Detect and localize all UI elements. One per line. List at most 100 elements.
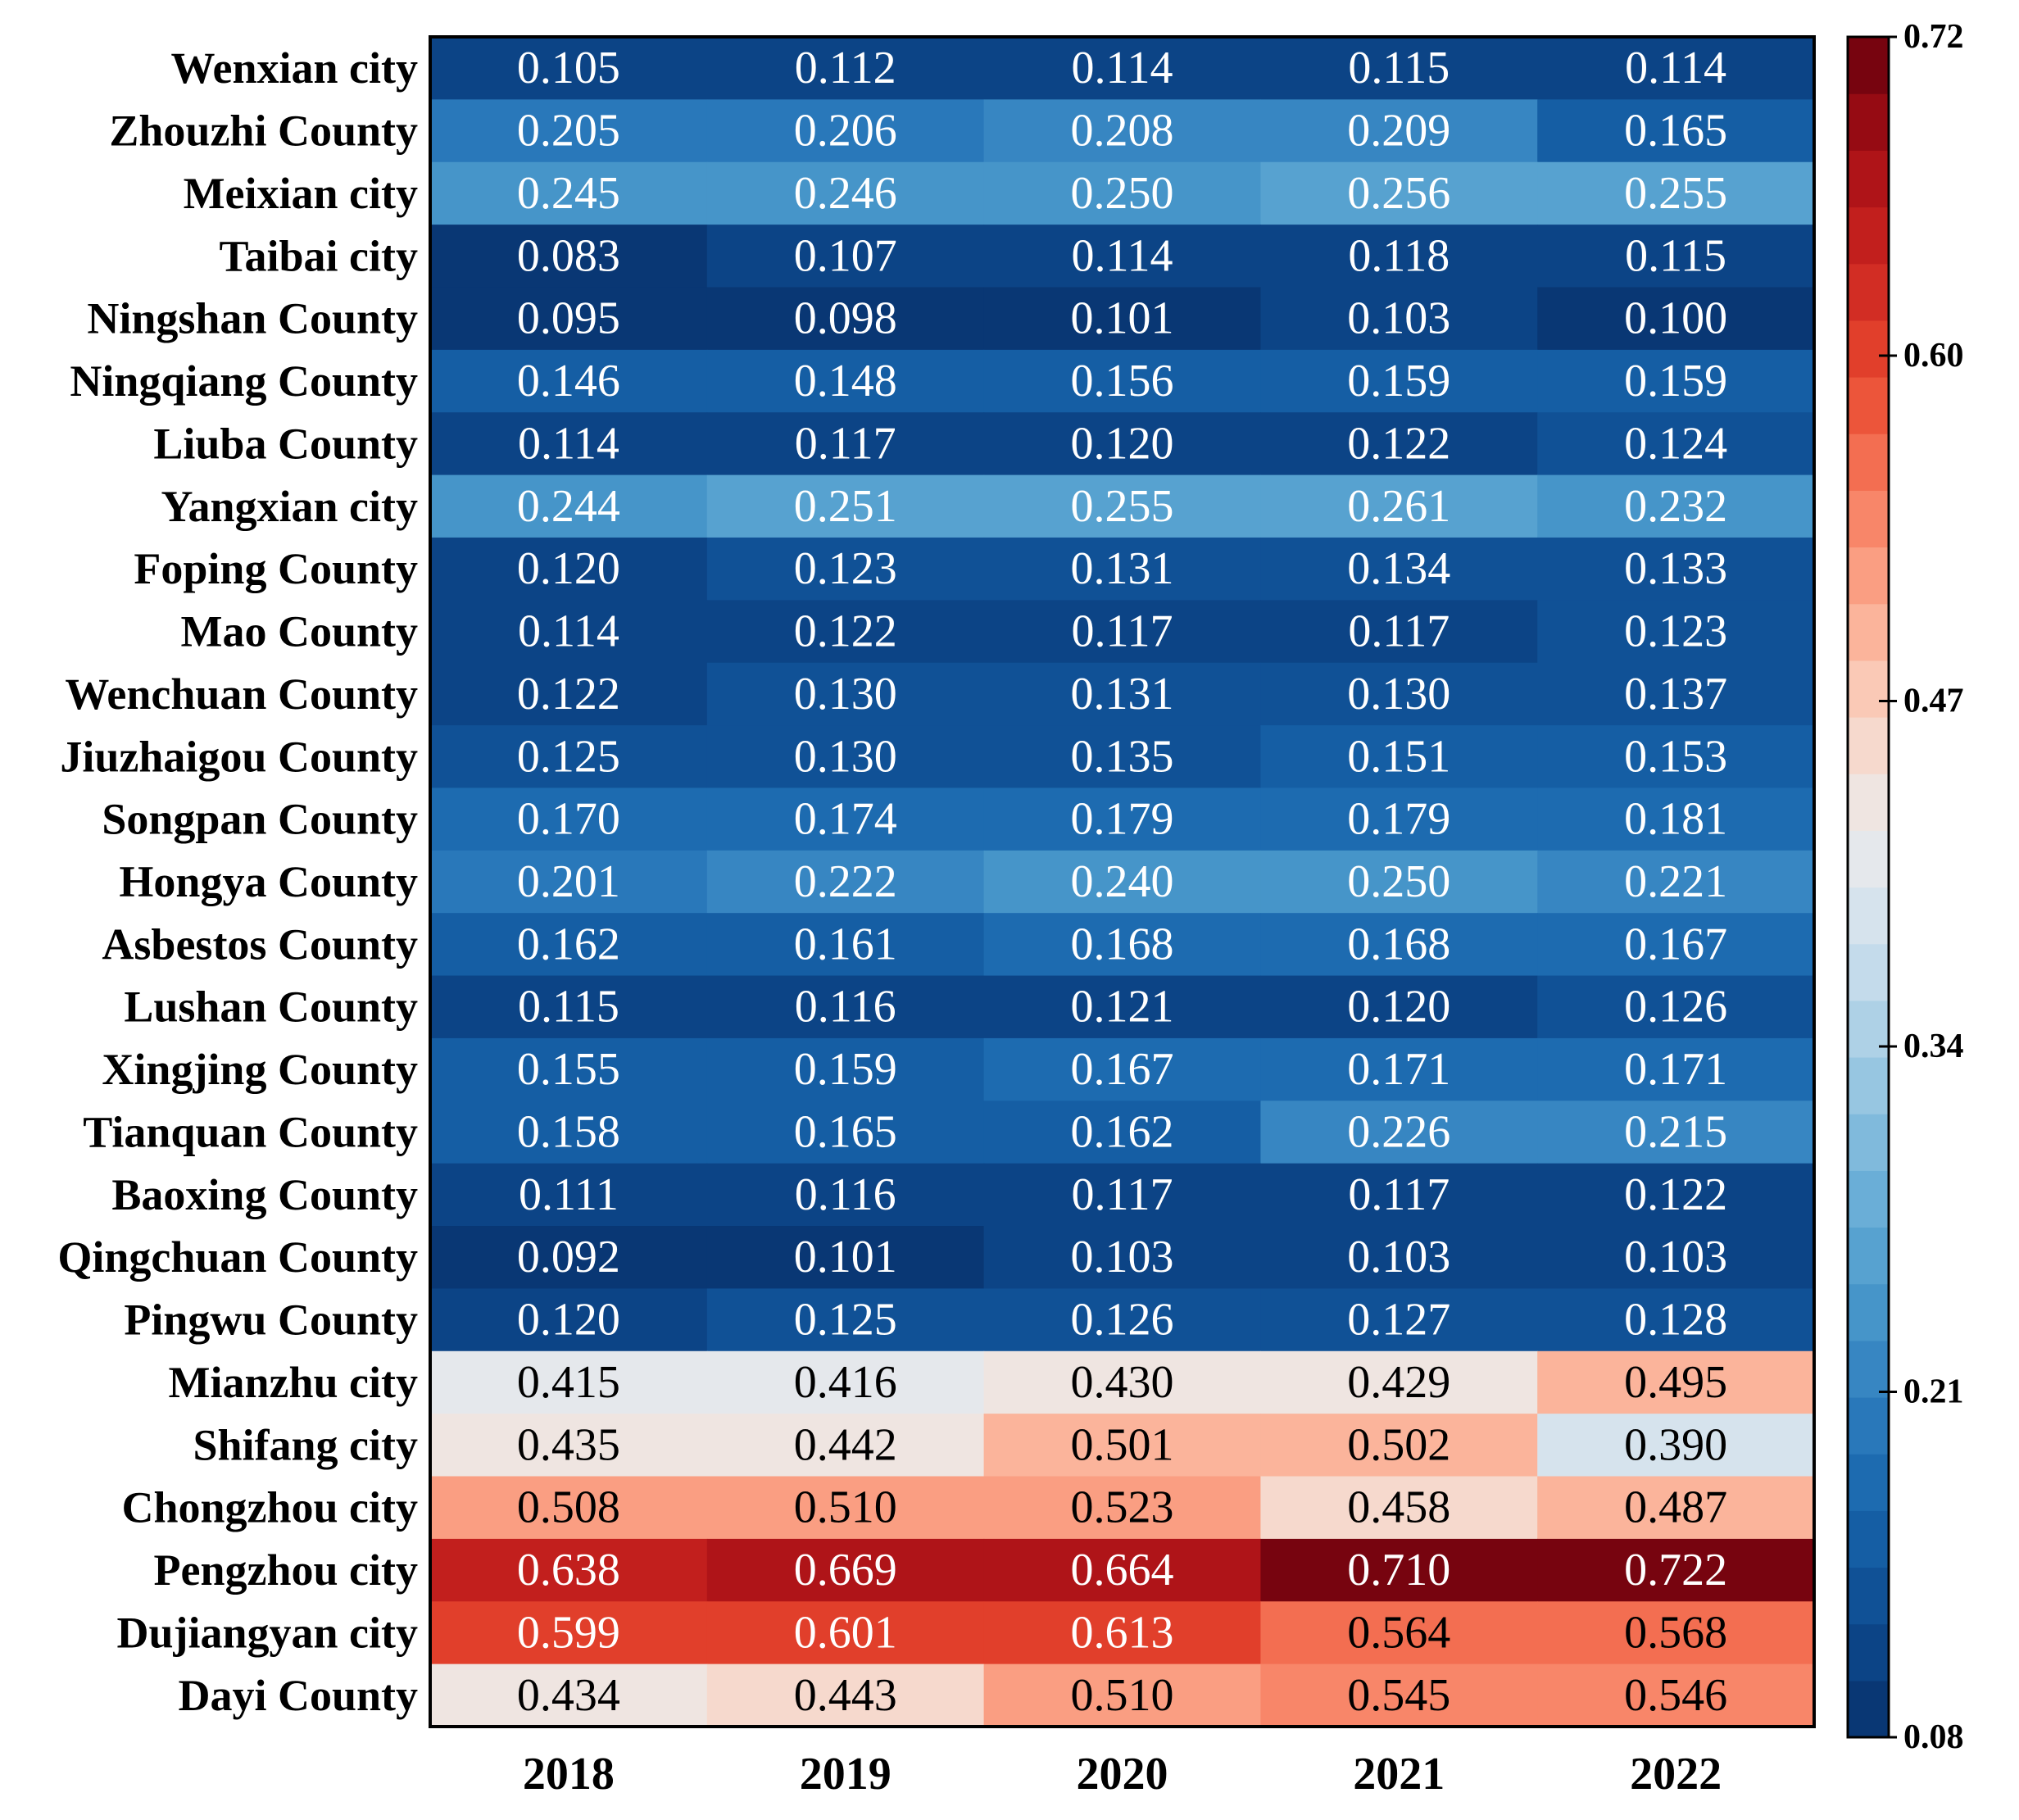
cell-value-label: 0.168	[1347, 919, 1450, 969]
cell-value-label: 0.124	[1624, 418, 1727, 469]
heatmap-cell	[706, 725, 985, 789]
cell-value-label: 0.122	[794, 606, 897, 657]
cell-value-label: 0.101	[794, 1232, 897, 1282]
cell-value-label: 0.179	[1071, 794, 1174, 845]
cell-value-label: 0.130	[1347, 669, 1450, 719]
cell-value-label: 0.510	[1071, 1670, 1174, 1721]
colorbar-segment	[1848, 1623, 1889, 1682]
heatmap-cell	[983, 1663, 1261, 1727]
heatmap-cell	[706, 600, 985, 664]
cell-value-label: 0.105	[517, 43, 620, 93]
cell-value-label: 0.168	[1071, 919, 1174, 969]
cell-value-label: 0.158	[517, 1106, 620, 1157]
heatmap-cell	[430, 287, 708, 351]
heatmap-cell	[1260, 975, 1538, 1039]
heatmap-cell	[706, 1226, 985, 1290]
heatmap-cell	[706, 1601, 985, 1665]
cell-value-label: 0.170	[517, 794, 620, 845]
colorbar-segment	[1848, 150, 1889, 208]
column-labels: 2018 2019 2020 2021 2022	[523, 1749, 1722, 1800]
cell-value-label: 0.435	[517, 1419, 620, 1470]
cell-value-label: 0.434	[517, 1670, 620, 1721]
cell-value-label: 0.120	[517, 1295, 620, 1346]
cell-value-label: 0.510	[794, 1482, 897, 1533]
heatmap-cell	[1537, 99, 1815, 163]
cell-value-label: 0.205	[517, 106, 620, 157]
cell-value-label: 0.221	[1624, 856, 1727, 907]
heatmap-cell	[1537, 1101, 1815, 1164]
heatmap-cell	[430, 412, 708, 476]
heatmap-cell	[430, 1476, 708, 1540]
cell-value-label: 0.095	[517, 293, 620, 344]
cell-value-label: 0.117	[1348, 1169, 1450, 1220]
colorbar-segment	[1848, 887, 1889, 945]
heatmap-cell	[983, 913, 1261, 977]
heatmap-cell	[983, 37, 1261, 100]
row-label: Zhouzhi County	[109, 107, 418, 156]
heatmap-cell	[430, 225, 708, 288]
cell-value-label: 0.107	[794, 230, 897, 281]
heatmap-cell	[983, 1101, 1261, 1164]
cell-value-label: 0.244	[517, 481, 620, 532]
heatmap-cell	[1260, 1037, 1538, 1101]
cell-value-label: 0.120	[517, 543, 620, 594]
heatmap-cell	[1260, 537, 1538, 601]
heatmap-cell	[1260, 349, 1538, 413]
heatmap-cell	[1260, 1601, 1538, 1665]
cell-value-label: 0.442	[794, 1419, 897, 1470]
column-label: 2019	[800, 1749, 892, 1800]
heatmap-cell	[1537, 725, 1815, 789]
cell-value-label: 0.146	[517, 356, 620, 406]
heatmap-cell	[983, 1037, 1261, 1101]
heatmap-cell	[1260, 662, 1538, 726]
heatmap-cell	[1537, 474, 1815, 538]
cell-value-label: 0.165	[1624, 106, 1727, 157]
heatmap-cell	[983, 1350, 1261, 1414]
cell-value-label: 0.112	[795, 43, 896, 93]
heatmap-cell	[1260, 37, 1538, 100]
colorbar-segment	[1848, 1340, 1889, 1398]
cell-value-label: 0.161	[794, 919, 897, 969]
cell-value-label: 0.159	[794, 1044, 897, 1095]
cell-value-label: 0.125	[794, 1295, 897, 1346]
cell-value-label: 0.664	[1071, 1545, 1174, 1595]
heatmap-cell	[1537, 1601, 1815, 1665]
heatmap-cell	[1260, 725, 1538, 789]
heatmap-cell	[1537, 225, 1815, 288]
colorbar-tick-label: 0.47	[1903, 683, 1964, 720]
colorbar-border	[1846, 35, 1890, 1739]
heatmap-cell	[983, 725, 1261, 789]
cell-value-label: 0.390	[1624, 1419, 1727, 1470]
heatmap-cell	[1537, 1288, 1815, 1352]
heatmap-cell	[983, 850, 1261, 914]
cell-value-label: 0.111	[519, 1169, 619, 1220]
cell-value-label: 0.443	[794, 1670, 897, 1721]
colorbar-segment	[1848, 1510, 1889, 1568]
cell-value-label: 0.101	[1071, 293, 1174, 344]
row-label: Yangxian city	[161, 482, 418, 531]
colorbar-segment	[1848, 1397, 1889, 1455]
heatmap-cell	[430, 1163, 708, 1227]
cell-value-label: 0.137	[1624, 669, 1727, 719]
heatmap-cell	[983, 1288, 1261, 1352]
heatmap-cell	[1537, 287, 1815, 351]
cell-value-label: 0.116	[795, 982, 896, 1033]
cell-value-label: 0.256	[1347, 168, 1450, 219]
heatmap-cell	[706, 787, 985, 851]
row-label: Meixian city	[184, 169, 418, 218]
heatmap-cell	[706, 1288, 985, 1352]
row-label: Chongzhou city	[121, 1483, 418, 1532]
heatmap-cell	[1260, 1163, 1538, 1227]
plot-border	[429, 35, 1816, 1728]
cell-value-label: 0.181	[1624, 794, 1727, 845]
cell-value-label: 0.546	[1624, 1670, 1727, 1721]
row-label: Dujiangyan city	[116, 1608, 418, 1657]
cell-value-label: 0.117	[1348, 606, 1450, 657]
heatmap-cell	[430, 975, 708, 1039]
heatmap-cell	[1537, 537, 1815, 601]
cell-value-label: 0.114	[518, 418, 619, 469]
cell-value-label: 0.501	[1071, 1419, 1174, 1470]
cell-value-label: 0.523	[1071, 1482, 1174, 1533]
cell-value-label: 0.564	[1347, 1607, 1450, 1658]
heatmap-cell	[983, 161, 1261, 225]
